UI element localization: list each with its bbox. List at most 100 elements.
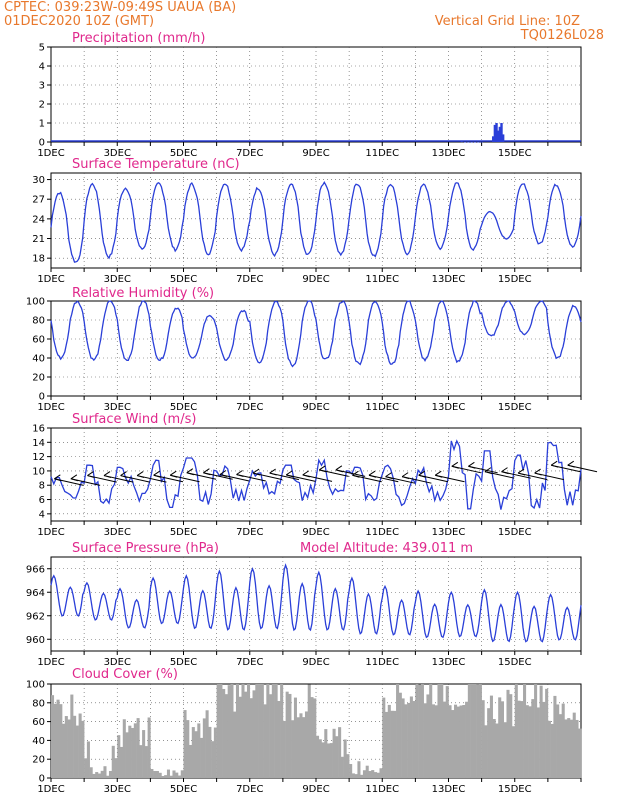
cloud-bar bbox=[191, 727, 195, 778]
wind-arrow-head bbox=[517, 468, 526, 476]
cloud-bar bbox=[177, 775, 182, 778]
cloud-bar bbox=[351, 773, 355, 778]
rh-xtick-label: 13DEC bbox=[432, 402, 466, 413]
precip-bar bbox=[496, 130, 500, 142]
cloud-bar bbox=[393, 710, 397, 778]
pressure-title: Surface Pressure (hPa) bbox=[72, 541, 219, 556]
cloud-ytick-label: 60 bbox=[32, 717, 45, 728]
precip-bar bbox=[495, 123, 498, 142]
precip-bar bbox=[474, 142, 476, 143]
cloud-bar bbox=[241, 684, 245, 778]
cloud-bar bbox=[327, 743, 331, 778]
cloud-bar bbox=[125, 732, 129, 778]
rh-xtick-label: 7DEC bbox=[236, 402, 263, 413]
cloud-bar bbox=[64, 716, 68, 778]
cloud-bar bbox=[382, 697, 386, 778]
header-date: 01DEC2020 10Z (GMT) bbox=[4, 14, 154, 29]
press-panel: 960 962 964 966 1DEC 3DEC 5DEC 7DEC 9DEC 11DEC 13D… bbox=[26, 556, 582, 668]
precip-xtick-label: 7DEC bbox=[236, 148, 263, 159]
precip-ytick-label: 1 bbox=[39, 119, 45, 130]
cloud-bar bbox=[153, 770, 157, 778]
wind-arrow-head bbox=[269, 468, 277, 476]
cloud-bar bbox=[230, 684, 234, 778]
cloud-bar bbox=[335, 736, 339, 778]
press-xtick-label: 13DEC bbox=[432, 657, 466, 668]
rh-panel: 0 20 40 60 80 100 1DEC 3DEC 5DEC 7DEC 9DEC 11DEC 13D… bbox=[26, 297, 582, 413]
wind-xtick-label: 3DEC bbox=[104, 527, 131, 538]
precip-bar bbox=[460, 141, 463, 143]
cloud-ytick-label: 100 bbox=[26, 680, 45, 691]
precip-title: Precipitation (mm/h) bbox=[72, 31, 205, 46]
cloud-bar bbox=[467, 684, 471, 778]
cloud-bar bbox=[536, 707, 540, 778]
cloud-bar bbox=[506, 689, 510, 778]
cloud-bar bbox=[169, 775, 173, 778]
cloud-bar bbox=[528, 706, 532, 778]
press-xtick-label: 11DEC bbox=[365, 657, 399, 668]
cloud-bar bbox=[523, 684, 527, 778]
cloud-bar bbox=[456, 706, 460, 778]
wind-arrow-head bbox=[352, 470, 360, 478]
wind-arrow-head bbox=[153, 470, 161, 478]
temp-ytick-label: 21 bbox=[32, 234, 45, 245]
cloud-bar bbox=[147, 717, 151, 778]
cloud-bar bbox=[473, 684, 477, 778]
cloud-bar bbox=[128, 725, 132, 778]
cloud-bar bbox=[117, 735, 121, 778]
press-xtick-label: 15DEC bbox=[498, 657, 532, 668]
wind-arrow-head bbox=[285, 470, 294, 478]
precip-bar bbox=[477, 142, 480, 143]
wind-xtick-label: 15DEC bbox=[498, 527, 532, 538]
wind-ytick-label: 4 bbox=[39, 509, 45, 520]
cloud-bar bbox=[114, 758, 118, 778]
cloud-bar bbox=[81, 720, 85, 778]
cloud-xtick-label: 1DEC bbox=[37, 784, 64, 795]
cloud-bar bbox=[440, 684, 444, 778]
wind-title: Surface Wind (m/s) bbox=[72, 412, 196, 427]
cloud-bar bbox=[111, 745, 115, 778]
rh-xtick-label: 11DEC bbox=[365, 402, 399, 413]
precip-xtick-label: 3DEC bbox=[104, 148, 131, 159]
rh-xtick-label: 3DEC bbox=[104, 402, 131, 413]
cloud-bar bbox=[316, 735, 320, 778]
cloud-bar bbox=[133, 723, 137, 778]
cloud-bar bbox=[310, 697, 314, 778]
cloud-bar bbox=[401, 698, 405, 778]
precip-ytick-label: 4 bbox=[39, 62, 45, 73]
cloud-bar bbox=[222, 688, 226, 778]
wind-arrow-head bbox=[385, 472, 393, 480]
wind-arrow-head bbox=[451, 461, 459, 469]
precip-ytick-label: 5 bbox=[39, 43, 45, 54]
cloud-bar bbox=[78, 713, 82, 778]
pressure-subtitle: Model Altitude: 439.011 m bbox=[300, 541, 473, 556]
cloud-bar bbox=[269, 694, 273, 778]
wind-ytick-label: 8 bbox=[39, 481, 45, 492]
cloud-bar bbox=[318, 739, 322, 778]
cloud-bar bbox=[357, 761, 361, 778]
cloud-bar bbox=[338, 727, 342, 778]
cloud-bar bbox=[97, 773, 101, 778]
cloud-bar bbox=[575, 719, 579, 778]
cloud-bar bbox=[266, 684, 270, 778]
cloud-bar bbox=[390, 710, 394, 778]
cloud-bar bbox=[180, 770, 184, 778]
wind-arrow-head bbox=[401, 472, 410, 480]
cloud-bar bbox=[296, 717, 300, 778]
cloud-bar bbox=[227, 685, 231, 778]
cloud-bar bbox=[252, 690, 256, 778]
cloud-bar bbox=[340, 756, 344, 778]
cloud-bar bbox=[426, 694, 430, 778]
wind-arrow-head bbox=[335, 465, 344, 473]
cloud-bar bbox=[396, 684, 400, 778]
cloud-bar bbox=[288, 693, 292, 778]
press-xtick-label: 3DEC bbox=[104, 657, 131, 668]
cloud-bar bbox=[556, 704, 560, 778]
cloud-bar bbox=[362, 770, 366, 778]
cloud-bar bbox=[509, 694, 513, 778]
temperature-title: Surface Temperature (nC) bbox=[72, 157, 240, 172]
cloud-bar bbox=[550, 723, 554, 778]
cloud-bar bbox=[470, 684, 474, 778]
cloud-bar bbox=[139, 745, 143, 778]
precip-bar bbox=[492, 136, 495, 142]
cloud-bar bbox=[293, 697, 297, 778]
